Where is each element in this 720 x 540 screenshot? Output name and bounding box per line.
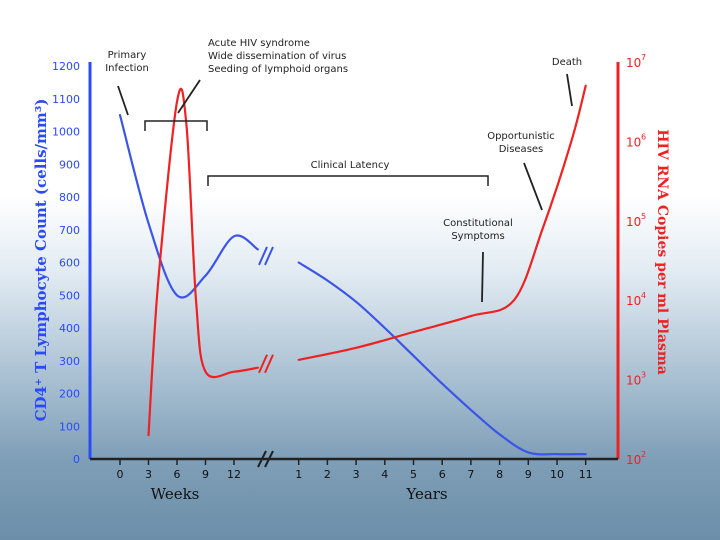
cd4-break-mark (264, 246, 274, 266)
hiv_rna-line-segment (297, 84, 587, 361)
x-year-tick-label: 2 (324, 468, 331, 481)
x-weeks-title: Weeks (151, 485, 200, 503)
y-left-tick-label: 100 (59, 420, 80, 433)
y-left-tick-label: 900 (59, 158, 80, 171)
x-year-tick-label: 10 (550, 468, 564, 481)
hiv_rna-break-mark (264, 354, 274, 374)
x-week-tick-label: 6 (174, 468, 181, 481)
annotation-pointer (566, 73, 573, 107)
y-right-tick-label: 10 (626, 215, 641, 229)
y-right-tick-exponent: 6 (641, 132, 646, 141)
annotation-opportunistic: Diseases (499, 144, 544, 155)
annotation-opportunistic: Opportunistic (487, 131, 555, 142)
y-left-tick-label: 200 (59, 388, 80, 401)
x-week-tick-label: 3 (145, 468, 152, 481)
y-right-axis-title: HIV RNA Copies per ml Plasma (654, 129, 670, 375)
x-year-tick-label: 8 (496, 468, 503, 481)
y-left-tick-label: 500 (59, 289, 80, 302)
x-year-tick-label: 3 (353, 468, 360, 481)
annotation-constitutional: Constitutional (443, 218, 513, 229)
annotation-latency: Clinical Latency (311, 160, 390, 171)
y-right-tick-exponent: 2 (641, 450, 646, 459)
x-year-tick-label: 1 (295, 468, 302, 481)
x-year-tick-label: 6 (439, 468, 446, 481)
y-right-tick-label: 10 (626, 453, 641, 467)
annotation-pointer (117, 85, 129, 116)
annotation-primary: Infection (105, 63, 149, 74)
x-week-tick-label: 9 (202, 468, 209, 481)
latency-bracket (207, 175, 489, 186)
y-left-tick-label: 400 (59, 322, 80, 335)
y-left-tick-label: 1100 (52, 93, 80, 106)
x-year-tick-label: 4 (381, 468, 388, 481)
x-week-tick-label: 0 (117, 468, 124, 481)
x-axis-break (257, 450, 274, 468)
cd4-break-mark (258, 246, 268, 266)
acute-bracket (144, 120, 208, 131)
annotation-acute: Seeding of lymphoid organs (208, 64, 348, 75)
cd4-line-segment (118, 114, 259, 299)
x-year-tick-label: 5 (410, 468, 417, 481)
y-right-tick-exponent: 3 (641, 371, 646, 380)
y-left-tick-label: 1000 (52, 126, 80, 139)
y-right-tick-exponent: 7 (641, 53, 646, 62)
y-left-tick-label: 1200 (52, 60, 80, 73)
y-right-tick-label: 10 (626, 294, 641, 308)
y-right-tick-label: 10 (626, 374, 641, 388)
hiv_rna-break-mark (258, 354, 268, 374)
y-right-tick-exponent: 4 (641, 291, 646, 300)
y-left-tick-label: 600 (59, 257, 80, 270)
y-left-tick-label: 800 (59, 191, 80, 204)
x-years-title: Years (405, 485, 447, 503)
annotation-acute: Wide dissemination of virus (208, 51, 346, 62)
y-left-tick-label: 700 (59, 224, 80, 237)
y-left-axis-title: CD4⁺ T Lymphocyte Count (cells/mm³) (32, 99, 50, 422)
hiv_rna-line-segment (147, 87, 259, 437)
y-right-tick-label: 10 (626, 56, 641, 70)
annotation-constitutional: Symptoms (451, 231, 504, 242)
annotation-pointer (481, 251, 484, 303)
x-year-tick-label: 11 (579, 468, 593, 481)
cd4-line-segment (297, 261, 587, 456)
x-year-tick-label: 9 (525, 468, 532, 481)
annotation-acute: Acute HIV syndrome (208, 38, 310, 49)
annotation-primary: Primary (108, 50, 147, 61)
y-left-tick-label: 300 (59, 355, 80, 368)
y-right-tick-exponent: 5 (641, 212, 646, 221)
x-year-tick-label: 7 (467, 468, 474, 481)
annotation-death: Death (552, 57, 582, 68)
y-right-tick-label: 10 (626, 135, 641, 149)
annotation-pointer (177, 79, 201, 114)
y-left-tick-label: 0 (73, 453, 80, 466)
x-week-tick-label: 12 (227, 468, 241, 481)
annotation-pointer (523, 162, 543, 211)
